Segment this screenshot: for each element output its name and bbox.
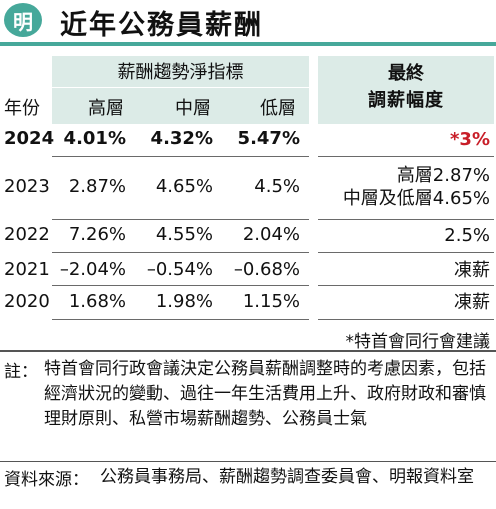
row-year: 2020 — [4, 291, 50, 312]
row-divider — [52, 156, 309, 157]
cell-final: *3% — [450, 129, 490, 150]
cell-final: 2.5% — [444, 225, 490, 246]
column-header-low: 低層 — [260, 98, 296, 119]
cell-low: 2.04% — [242, 224, 300, 245]
cell-high: –2.04% — [59, 259, 126, 280]
cell-mid: 4.65% — [155, 176, 213, 197]
title-bar: 明 近年公務員薪酬 — [0, 0, 496, 41]
row-divider — [318, 219, 494, 220]
cell-final-line1: 高層2.87% — [396, 165, 490, 186]
table-footnote: *特首會同行會建議 — [345, 332, 491, 352]
header-band-indicators — [52, 56, 309, 124]
notes-text: 特首會同行政會議決定公務員薪酬調整時的考慮因素，包括經濟狀況的變動、過往一年生活… — [44, 359, 486, 429]
header-band-final — [318, 56, 494, 124]
cell-mid: –0.54% — [146, 259, 213, 280]
row-divider — [52, 285, 309, 286]
row-divider — [318, 285, 494, 286]
notes-label: 註： — [4, 362, 38, 382]
final-header-line2: 調薪幅度 — [368, 90, 444, 111]
cell-mid: 4.55% — [155, 224, 213, 245]
column-header-high: 高層 — [88, 98, 124, 119]
group-header-divider — [52, 87, 309, 88]
source-text: 公務員事務局、薪酬趨勢調查委員會、明報資料室 — [100, 467, 474, 487]
column-header-final: 最終 調薪幅度 — [318, 60, 494, 114]
column-header-mid: 中層 — [175, 98, 211, 119]
row-divider — [318, 319, 494, 320]
final-header-line1: 最終 — [388, 63, 424, 84]
cell-high: 2.87% — [68, 176, 126, 197]
title-divider — [0, 42, 496, 46]
cell-mid: 1.98% — [155, 291, 213, 312]
cell-low: –0.68% — [233, 259, 300, 280]
cell-low: 5.47% — [237, 128, 300, 149]
cell-final-line2: 中層及低層4.65% — [342, 188, 490, 209]
cell-low: 4.5% — [254, 176, 300, 197]
cell-final: 凍薪 — [454, 260, 490, 281]
cell-high: 4.01% — [63, 128, 126, 149]
row-year: 2024 — [4, 128, 55, 149]
row-divider — [52, 319, 309, 320]
row-divider — [52, 219, 309, 220]
row-year: 2022 — [4, 224, 50, 245]
cell-low: 1.15% — [242, 291, 300, 312]
column-header-year: 年份 — [4, 98, 40, 119]
cell-final: 凍薪 — [454, 292, 490, 313]
source-divider — [0, 461, 496, 462]
row-divider — [318, 156, 494, 157]
cell-high: 7.26% — [68, 224, 126, 245]
cell-high: 1.68% — [68, 291, 126, 312]
newspaper-logo: 明 — [4, 3, 42, 37]
group-header-indicators: 薪酬趨勢淨指標 — [117, 62, 244, 83]
source-label: 資料來源： — [4, 470, 89, 490]
page-title: 近年公務員薪酬 — [60, 10, 263, 41]
row-divider — [318, 252, 494, 253]
row-divider — [52, 252, 309, 253]
cell-mid: 4.32% — [150, 128, 213, 149]
notes-divider — [0, 350, 496, 352]
row-year: 2023 — [4, 176, 50, 197]
row-year: 2021 — [4, 259, 50, 280]
